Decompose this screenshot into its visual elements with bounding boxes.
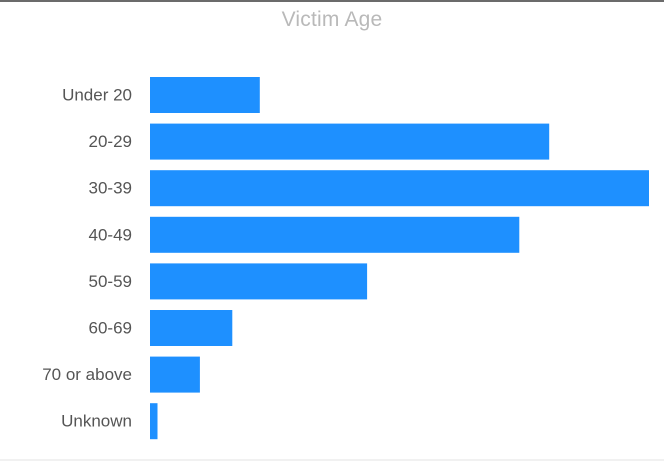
category-label: 40-49 (89, 225, 132, 244)
bottom-border (0, 459, 664, 461)
bar-20-29[interactable] (150, 123, 550, 160)
category-label: 70 or above (42, 365, 132, 384)
bar-60-69[interactable] (150, 310, 233, 346)
category-label: 60-69 (89, 319, 132, 338)
category-label: 20-29 (89, 132, 132, 151)
bar-70-or-above[interactable] (150, 356, 200, 393)
bar-40-49[interactable] (150, 216, 520, 253)
bar-50-59[interactable] (150, 263, 368, 300)
bar-under-20[interactable] (150, 77, 260, 113)
chart-title: Victim Age (281, 8, 383, 31)
category-label: 50-59 (89, 272, 132, 291)
bar-unknown[interactable] (150, 403, 158, 440)
bar-30-39[interactable] (150, 170, 649, 207)
category-label: Under 20 (62, 86, 132, 105)
top-border (0, 0, 664, 2)
category-label: Unknown (61, 412, 132, 431)
category-label: 30-39 (89, 179, 132, 198)
